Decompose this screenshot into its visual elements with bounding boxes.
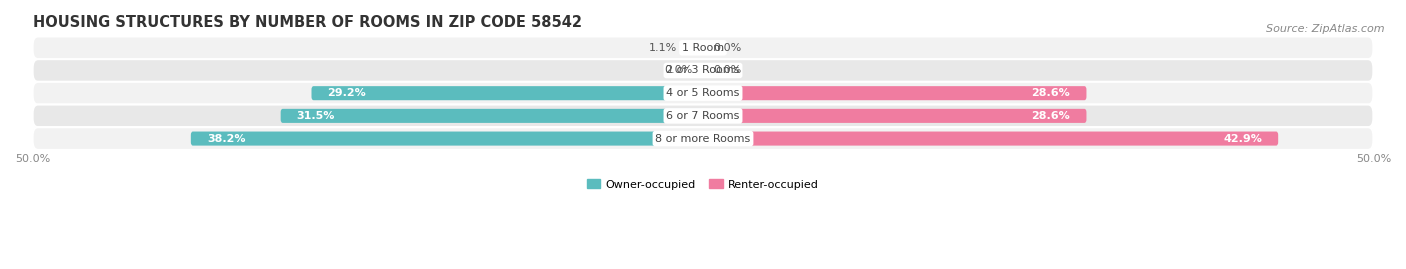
FancyBboxPatch shape bbox=[689, 41, 703, 55]
Text: 1.1%: 1.1% bbox=[650, 43, 678, 53]
Legend: Owner-occupied, Renter-occupied: Owner-occupied, Renter-occupied bbox=[582, 175, 824, 194]
Text: 0.0%: 0.0% bbox=[714, 43, 742, 53]
Text: 0.0%: 0.0% bbox=[664, 65, 692, 76]
Text: Source: ZipAtlas.com: Source: ZipAtlas.com bbox=[1267, 24, 1385, 34]
Text: 38.2%: 38.2% bbox=[207, 134, 246, 144]
Text: 0.0%: 0.0% bbox=[714, 65, 742, 76]
Text: 6 or 7 Rooms: 6 or 7 Rooms bbox=[666, 111, 740, 121]
FancyBboxPatch shape bbox=[32, 82, 1374, 105]
FancyBboxPatch shape bbox=[32, 59, 1374, 82]
FancyBboxPatch shape bbox=[703, 132, 1278, 146]
FancyBboxPatch shape bbox=[32, 37, 1374, 59]
FancyBboxPatch shape bbox=[703, 86, 1087, 100]
FancyBboxPatch shape bbox=[312, 86, 703, 100]
Text: 8 or more Rooms: 8 or more Rooms bbox=[655, 134, 751, 144]
Text: 28.6%: 28.6% bbox=[1032, 88, 1070, 98]
Text: 1 Room: 1 Room bbox=[682, 43, 724, 53]
FancyBboxPatch shape bbox=[191, 132, 703, 146]
Text: HOUSING STRUCTURES BY NUMBER OF ROOMS IN ZIP CODE 58542: HOUSING STRUCTURES BY NUMBER OF ROOMS IN… bbox=[32, 15, 582, 30]
Text: 31.5%: 31.5% bbox=[297, 111, 335, 121]
FancyBboxPatch shape bbox=[32, 127, 1374, 150]
Text: 4 or 5 Rooms: 4 or 5 Rooms bbox=[666, 88, 740, 98]
Text: 28.6%: 28.6% bbox=[1032, 111, 1070, 121]
FancyBboxPatch shape bbox=[32, 105, 1374, 127]
Text: 2 or 3 Rooms: 2 or 3 Rooms bbox=[666, 65, 740, 76]
Text: 29.2%: 29.2% bbox=[328, 88, 367, 98]
FancyBboxPatch shape bbox=[703, 109, 1087, 123]
Text: 42.9%: 42.9% bbox=[1223, 134, 1263, 144]
FancyBboxPatch shape bbox=[281, 109, 703, 123]
